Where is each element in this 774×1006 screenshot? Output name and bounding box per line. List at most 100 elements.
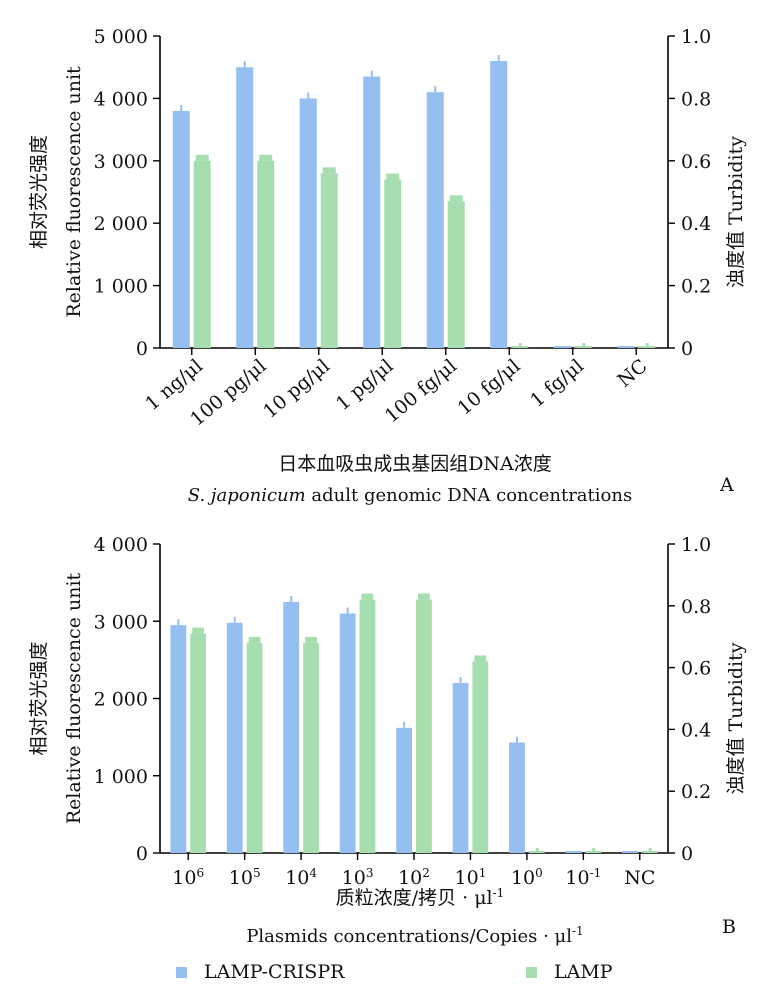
x-axis-title-en: Plasmids concentrations/Copies · μl-1 bbox=[246, 924, 583, 947]
y-tick-label: 5 000 bbox=[94, 26, 148, 48]
legend-swatch bbox=[176, 967, 187, 978]
bar-lamp bbox=[257, 160, 275, 348]
bar-lamp-crispr bbox=[299, 98, 317, 349]
error-bar-lamp bbox=[195, 154, 209, 161]
error-bar-lamp-crispr bbox=[434, 86, 437, 93]
legend-label: LAMP-CRISPR bbox=[204, 961, 345, 983]
error-bar-lamp-crispr bbox=[290, 595, 293, 602]
x-tick-label: 10-1 bbox=[565, 866, 601, 889]
bar-lamp-crispr-zero bbox=[617, 346, 635, 348]
bar-lamp-crispr bbox=[236, 67, 254, 348]
y2-tick-label: 1.0 bbox=[681, 26, 711, 48]
bar-lamp bbox=[384, 179, 402, 348]
y-tick-label: 3 000 bbox=[94, 151, 148, 173]
y2-tick-label: 0 bbox=[681, 843, 693, 865]
error-bar-lamp-crispr bbox=[459, 677, 462, 684]
error-bar-lamp bbox=[449, 195, 463, 202]
error-bar-lamp-crispr bbox=[403, 721, 406, 728]
y2-tick-label: 0.2 bbox=[681, 276, 711, 298]
y2-tick-label: 1.0 bbox=[681, 534, 711, 556]
error-bar-lamp bbox=[248, 636, 261, 643]
y2-tick-label: 0.6 bbox=[681, 151, 711, 173]
error-bar-lamp-zero bbox=[592, 848, 596, 853]
y2-tick-label: 0.2 bbox=[681, 781, 711, 803]
error-bar-lamp-crispr bbox=[497, 54, 500, 61]
x-tick-label: 1 fg/μl bbox=[526, 355, 588, 412]
bar-lamp-crispr bbox=[170, 625, 187, 853]
error-bar-lamp bbox=[305, 636, 317, 643]
y2-axis-title-en: Turbidity bbox=[725, 136, 747, 225]
error-bar-lamp-zero bbox=[518, 343, 522, 348]
error-bar-lamp bbox=[361, 593, 374, 600]
legend: LAMP-CRISPR LAMP bbox=[176, 961, 613, 983]
y-tick-label: 1 000 bbox=[94, 766, 148, 788]
y-tick-label: 3 000 bbox=[94, 611, 148, 633]
x-tick-label: 102 bbox=[398, 866, 430, 889]
error-bar-lamp bbox=[386, 173, 400, 180]
bar-lamp-crispr-zero bbox=[621, 851, 638, 853]
chart-panel-a: 0 1 000 2 000 3 000 4 000 5 000 0 0.2 0.4 0.6 0.8 1… bbox=[28, 26, 747, 506]
y2-tick-label: 0 bbox=[681, 338, 693, 360]
y2-tick-label: 0.4 bbox=[681, 213, 711, 235]
x-tick-label: 100 bbox=[511, 866, 543, 889]
bar-lamp bbox=[416, 599, 432, 853]
error-bar-lamp-crispr bbox=[307, 92, 310, 99]
bar-lamp-crispr bbox=[363, 76, 381, 348]
error-bar-lamp bbox=[418, 593, 430, 600]
x-tick-label: 10 fg/μl bbox=[453, 355, 524, 420]
y2-axis-title-cn: 浊度值 bbox=[725, 731, 747, 794]
chart-panel-b: 0 1 000 2 000 3 000 4 000 0 0.2 0.4 0.6 0.8 1.0 106… bbox=[28, 534, 747, 947]
bar-lamp bbox=[190, 633, 207, 853]
error-bar-lamp bbox=[259, 154, 273, 161]
bar-lamp bbox=[320, 173, 338, 348]
bar-lamp bbox=[246, 642, 263, 853]
x-axis-title-cn: 日本血吸虫成虫基因组DNA浓度 bbox=[278, 453, 552, 475]
x-tick-label: 106 bbox=[172, 866, 204, 889]
y-tick-label: 2 000 bbox=[94, 689, 148, 711]
bar-lamp bbox=[303, 642, 319, 853]
bar-lamp-crispr bbox=[426, 92, 444, 348]
error-bar-lamp-crispr bbox=[370, 70, 373, 77]
error-bar-lamp-zero bbox=[645, 343, 649, 348]
bar-lamp bbox=[193, 160, 211, 348]
bar-lamp-crispr-zero bbox=[565, 851, 582, 853]
y-tick-label: 2 000 bbox=[94, 213, 148, 235]
y-tick-label: 4 000 bbox=[94, 88, 148, 110]
y-tick-label: 1 000 bbox=[94, 276, 148, 298]
y2-axis-title: 浊度值 Turbidity bbox=[725, 642, 747, 794]
x-tick-label: 10 pg/μl bbox=[259, 355, 334, 423]
legend-label: LAMP bbox=[554, 961, 613, 983]
error-bar-lamp bbox=[474, 655, 487, 662]
x-tick-label: 104 bbox=[285, 866, 317, 889]
error-bar-lamp-crispr bbox=[177, 619, 180, 626]
x-axis-title-en: S. japonicum adult genomic DNA concentra… bbox=[188, 485, 632, 506]
error-bar-lamp-crispr bbox=[515, 736, 518, 743]
error-bar-lamp-crispr bbox=[346, 607, 349, 614]
y2-tick-label: 0.8 bbox=[681, 88, 711, 110]
error-bar-lamp-crispr bbox=[233, 616, 236, 623]
x-tick-label: 100 fg/μl bbox=[381, 355, 461, 427]
y2-tick-label: 0.8 bbox=[681, 596, 711, 618]
panel-label: A bbox=[719, 474, 734, 496]
x-tick-label: 103 bbox=[342, 866, 374, 889]
bar-lamp bbox=[472, 661, 489, 853]
error-bar-lamp-zero bbox=[535, 848, 539, 853]
y2-axis-title-cn: 浊度值 bbox=[725, 225, 747, 288]
x-tick-label: NC bbox=[613, 355, 651, 392]
y-tick-label: 4 000 bbox=[94, 534, 148, 556]
error-bar-lamp-crispr bbox=[243, 61, 246, 68]
y2-tick-label: 0.6 bbox=[681, 658, 711, 680]
panel-label: B bbox=[722, 916, 736, 938]
bar-lamp bbox=[359, 599, 376, 853]
error-bar-lamp-zero bbox=[648, 848, 652, 853]
y-axis-title-cn: 相对荧光强度 bbox=[28, 135, 50, 249]
bar-lamp-crispr bbox=[396, 727, 412, 853]
y-axis-title-cn: 相对荧光强度 bbox=[28, 641, 50, 755]
bar-lamp-crispr bbox=[283, 601, 300, 853]
bar-lamp-crispr bbox=[226, 622, 243, 853]
x-tick-label: 101 bbox=[455, 866, 487, 889]
bar-lamp-crispr bbox=[509, 742, 525, 853]
y-tick-label: 0 bbox=[136, 843, 148, 865]
error-bar-lamp-crispr bbox=[180, 104, 183, 111]
